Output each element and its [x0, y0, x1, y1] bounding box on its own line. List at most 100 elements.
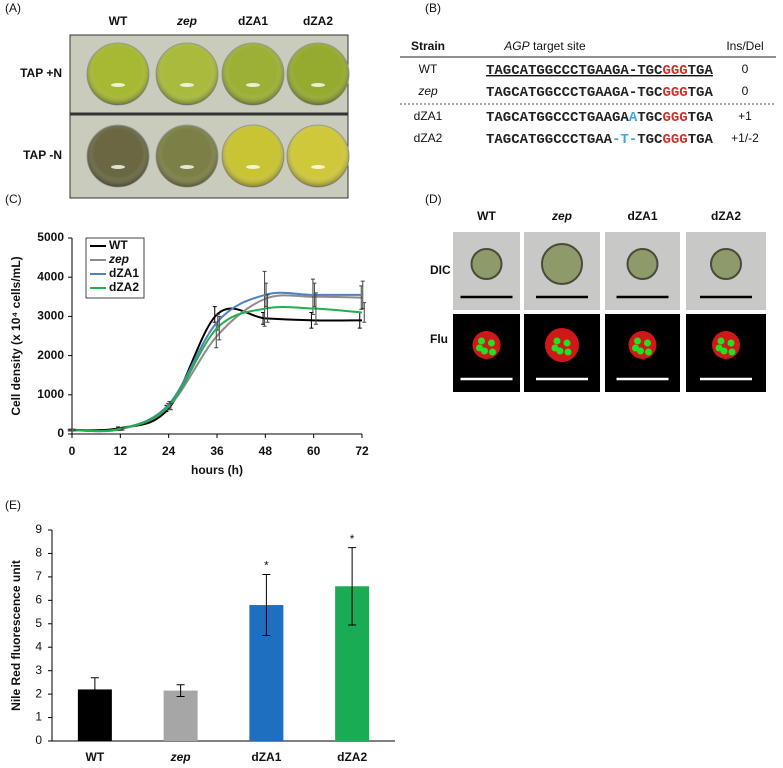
indel: 0: [742, 62, 749, 76]
indel: 0: [742, 84, 749, 98]
strain: zep: [417, 84, 438, 98]
y-tick-label: 7: [35, 569, 42, 583]
column-label: zep: [551, 209, 572, 223]
y-tick-label: 1: [35, 710, 42, 724]
well-shade: [287, 125, 349, 187]
lipid: [715, 344, 723, 352]
y-tick-label: 5000: [37, 230, 64, 244]
header-text: target site: [533, 39, 586, 53]
panel-label: (C): [5, 192, 22, 206]
chloroplast: [545, 328, 579, 362]
x-tick-label: 48: [259, 444, 273, 458]
sequence-segment: TAGCATGGCCCTGAA: [486, 132, 613, 148]
legend-label: WT: [109, 238, 128, 252]
x-tick-label: WT: [86, 750, 105, 764]
cell: [710, 248, 742, 280]
error-bar: [348, 547, 357, 626]
y-tick-label: 4: [35, 639, 42, 653]
panel-label: (D): [425, 192, 442, 206]
x-tick-label: 72: [355, 444, 369, 458]
y-tick-label: 3000: [37, 309, 64, 323]
lipid: [478, 337, 485, 345]
x-axis-label: hours (h): [191, 463, 243, 477]
cell: [626, 248, 659, 280]
header: Ins/Del: [726, 39, 763, 53]
x-tick-label: 12: [114, 444, 128, 458]
sequence: TAGCATGGCCCTGAA-T-TGCGGGTGA: [486, 132, 713, 148]
strain: WT: [419, 62, 438, 76]
chloroplast: [472, 331, 501, 359]
sequence-segment: GGG: [662, 85, 687, 101]
y-tick-label: 4000: [37, 269, 64, 283]
lipid: [553, 337, 561, 345]
bar: [163, 690, 198, 741]
well-glare: [311, 165, 325, 169]
legend-label: dZA2: [109, 280, 139, 294]
well-shade: [222, 125, 284, 187]
error-bar: [362, 302, 367, 323]
lipid: [634, 337, 641, 345]
x-tick-label: dZA2: [337, 750, 367, 764]
well-shade: [287, 43, 349, 105]
strain: dZA1: [414, 109, 443, 123]
column-label: dZA1: [238, 14, 268, 28]
column-label: dZA2: [303, 14, 333, 28]
sequence-segment: A: [629, 110, 638, 126]
column-label: WT: [109, 14, 128, 28]
row-label: TAP +N: [20, 66, 62, 80]
y-tick-label: 6: [35, 593, 42, 607]
annotation: *: [350, 532, 355, 546]
x-tick-label: 60: [307, 444, 321, 458]
error-bar: [265, 294, 270, 323]
annotation: *: [264, 559, 269, 573]
well-shade: [156, 125, 218, 187]
lipid: [551, 344, 559, 352]
y-tick-label: 9: [35, 522, 42, 536]
sequence-segment: TGC: [637, 132, 663, 148]
y-axis-label: Cell density (x 10⁴ cells/mL): [9, 256, 23, 415]
well-shade: [87, 43, 149, 105]
row-label: DIC: [430, 263, 451, 277]
legend-box: [85, 237, 145, 299]
x-tick-label: 24: [162, 444, 176, 458]
error-bar: [176, 684, 185, 697]
sequence-segment: TGA: [688, 63, 714, 79]
panel-label: (B): [425, 1, 441, 15]
well-glare: [180, 165, 194, 169]
x-tick-label: 36: [210, 444, 224, 458]
header-gene: AGP: [503, 39, 529, 53]
well-shade: [222, 43, 284, 105]
panel-label: (E): [5, 498, 21, 512]
y-tick-label: 3: [35, 663, 42, 677]
sequence-segment: TAGCATGGCCCTGAAGA: [486, 110, 629, 126]
y-tick-label: 0: [57, 426, 64, 440]
lipid: [644, 339, 651, 347]
sequence-segment: TGA: [688, 85, 714, 101]
well-glare: [111, 165, 125, 169]
x-tick-label: dZA1: [251, 750, 281, 764]
x-tick-label: 0: [69, 444, 76, 458]
cell: [541, 243, 583, 285]
sequence-segment: -T-: [612, 132, 637, 148]
legend-label: dZA1: [109, 266, 139, 280]
well-shade: [87, 125, 149, 187]
error-bar: [120, 427, 125, 431]
indel: +1/-2: [731, 131, 759, 145]
lipid: [632, 344, 639, 352]
lipid: [728, 348, 736, 356]
indel: +1: [738, 109, 752, 123]
chloroplast: [712, 331, 740, 359]
lipid: [717, 337, 725, 345]
y-axis-label: Nile Red fluorescence unit: [9, 560, 23, 711]
sequence-segment: GGG: [662, 63, 687, 79]
line: [71, 305, 363, 432]
legend-label: zep: [108, 252, 129, 266]
sequence: TAGCATGGCCCTGAAGA-TGCGGGTGA: [486, 63, 713, 79]
header: Strain: [411, 39, 445, 53]
lipid: [488, 339, 495, 347]
error-bar: [262, 270, 267, 327]
sequence: TAGCATGGCCCTGAAGAATGCGGGTGA: [486, 110, 713, 126]
well-glare: [246, 165, 260, 169]
y-tick-label: 0: [35, 733, 42, 747]
